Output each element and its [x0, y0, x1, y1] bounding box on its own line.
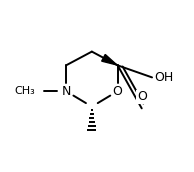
Text: N: N [61, 85, 71, 98]
Text: OH: OH [154, 71, 173, 84]
Text: O: O [113, 85, 123, 98]
Polygon shape [102, 55, 117, 65]
Text: CH₃: CH₃ [14, 86, 35, 96]
Text: O: O [137, 90, 147, 103]
